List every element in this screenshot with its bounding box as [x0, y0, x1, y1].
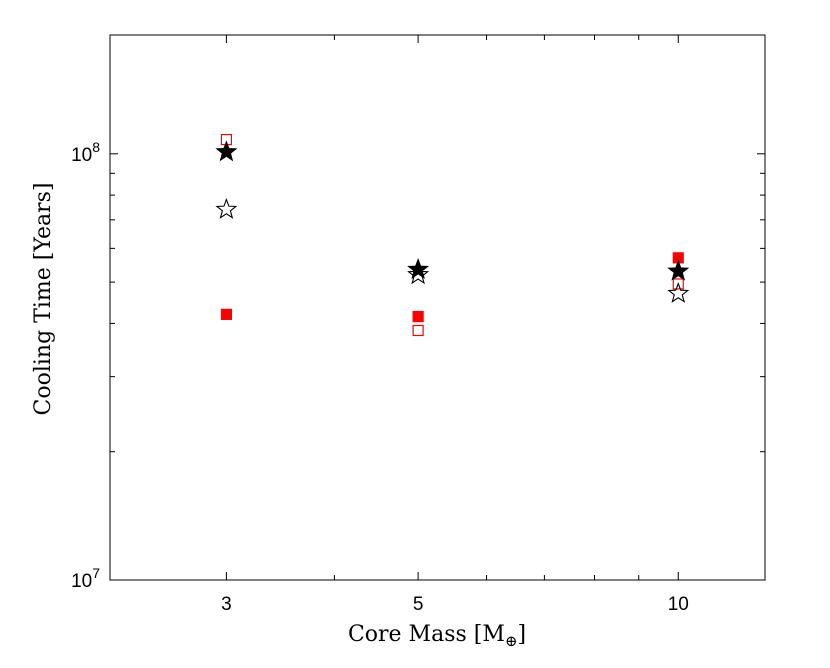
- y-tick-label-exponent: 8: [92, 139, 100, 155]
- y-tick-label: 108: [71, 139, 100, 166]
- x-tick-label: 3: [221, 594, 232, 615]
- y-tick-label-exponent: 7: [92, 565, 100, 581]
- x-axis-title-subscript: ⊕: [505, 632, 518, 650]
- filled-red-square-marker: [412, 310, 424, 323]
- data-markers: [215, 133, 690, 337]
- x-axis-title-main: Core Mass [M: [348, 622, 505, 647]
- y-tick-label: 107: [71, 565, 100, 592]
- open-black-star-marker: [667, 281, 690, 303]
- open-black-star-marker: [215, 197, 238, 219]
- open-red-square-marker: [412, 324, 424, 337]
- y-tick-label-base: 10: [71, 571, 92, 592]
- filled-black-star-marker: [407, 258, 430, 279]
- y-tick-label-base: 10: [71, 145, 92, 166]
- filled-red-square-marker: [220, 308, 233, 320]
- x-tick-label: 10: [668, 594, 689, 615]
- open-black-star-marker: [407, 263, 430, 285]
- filled-black-star-marker: [667, 259, 690, 281]
- y-axis-title: Cooling Time [Years]: [31, 183, 56, 416]
- plot-area: [109, 34, 766, 581]
- x-axis-title-suffix: ]: [517, 622, 526, 647]
- filled-black-star-marker: [215, 140, 238, 162]
- x-axis-title: Core Mass [M⊕]: [348, 622, 526, 650]
- x-tick-label: 5: [413, 594, 424, 615]
- axis-ticks: [110, 35, 765, 581]
